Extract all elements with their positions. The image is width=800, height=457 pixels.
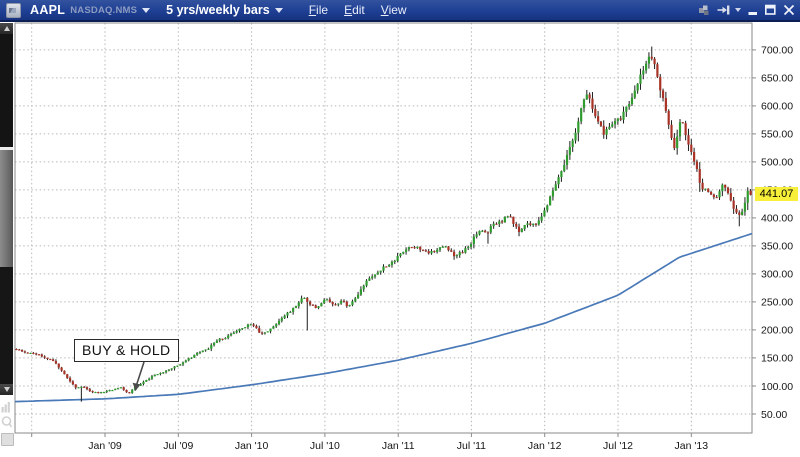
corner-chip-icon — [1, 433, 14, 446]
minimize-button[interactable] — [748, 2, 758, 18]
workspace-icon[interactable] — [698, 2, 710, 18]
pin-caret-icon[interactable] — [735, 8, 741, 12]
toolbar: AAPL NASDAQ.NMS 5 yrs/weekly bars File E… — [0, 0, 800, 22]
x-tick-label: Jul '12 — [603, 440, 633, 452]
x-tick-label: Jan '12 — [528, 440, 562, 452]
scroll-up-icon — [3, 26, 10, 31]
y-axis-labels: 50.00 100.00 150.00 200.00 250.00 300.00 350.0… — [752, 45, 793, 421]
chart-window-icon — [6, 2, 21, 18]
scroll-up-button[interactable] — [0, 23, 13, 34]
symbol-label: AAPL — [30, 3, 66, 17]
menu-edit[interactable]: Edit — [344, 3, 365, 17]
scrollbar-track-lower[interactable] — [0, 267, 13, 384]
y-tick-label: 300.00 — [761, 269, 793, 281]
menu-file[interactable]: File — [308, 3, 329, 17]
close-icon[interactable] — [783, 2, 795, 18]
circle-glyph-icon — [1, 415, 13, 434]
plot-border — [14, 22, 753, 434]
y-tick-label: 250.00 — [761, 297, 793, 309]
last-price-tag: 441.07 — [755, 187, 798, 201]
y-tick-label: 650.00 — [761, 73, 793, 85]
y-tick-label: 600.00 — [761, 101, 793, 113]
vertical-scrollbar — [0, 23, 13, 395]
y-tick-label: 550.00 — [761, 129, 793, 141]
x-axis-labels: Jan '09 Jul '09 Jan '10 Jul '10 Jan '11 Jul '… — [31, 433, 709, 452]
window-controls — [691, 0, 795, 20]
y-tick-label: 200.00 — [761, 325, 793, 337]
period-caret-icon — [274, 7, 283, 13]
y-tick-label: 500.00 — [761, 157, 793, 169]
scroll-down-button[interactable] — [0, 384, 13, 395]
x-tick-label: Jan '11 — [382, 440, 415, 452]
x-tick-label: Jul '10 — [310, 440, 340, 452]
scrollbar-thumb[interactable] — [0, 150, 13, 267]
y-tick-label: 150.00 — [761, 353, 793, 365]
annotation-arrow — [132, 361, 145, 391]
scroll-down-icon — [3, 387, 10, 392]
period-label: 5 yrs/weekly bars — [166, 3, 270, 17]
x-tick-label: Jan '10 — [235, 440, 269, 452]
buy-hold-annotation[interactable]: BUY & HOLD — [74, 339, 179, 362]
symbol-selector[interactable]: AAPL NASDAQ.NMS — [30, 3, 151, 17]
maximize-button[interactable] — [765, 2, 776, 18]
scrollbar-notch — [0, 147, 13, 150]
scrollbar-track-upper[interactable] — [0, 34, 13, 147]
y-tick-label: 350.00 — [761, 241, 793, 253]
y-tick-label: 100.00 — [761, 381, 793, 393]
y-tick-label: 400.00 — [761, 213, 793, 225]
y-tick-label: 50.00 — [761, 409, 787, 421]
moving-average-line — [14, 232, 753, 403]
period-selector[interactable]: 5 yrs/weekly bars — [166, 3, 283, 17]
pin-icon[interactable] — [717, 2, 732, 18]
y-tick-label: 700.00 — [761, 45, 793, 57]
exchange-label: NASDAQ.NMS — [70, 4, 138, 16]
menu-view[interactable]: View — [380, 3, 407, 17]
x-tick-label: Jul '11 — [457, 440, 486, 452]
menu-bar: File Edit View — [301, 1, 415, 19]
x-tick-label: Jan '09 — [88, 440, 122, 452]
x-tick-label: Jan '13 — [675, 440, 709, 452]
symbol-caret-icon — [142, 7, 151, 13]
gridlines — [15, 23, 752, 433]
x-tick-label: Jul '09 — [163, 440, 193, 452]
candlesticks — [15, 46, 752, 402]
mini-chart-icon — [1, 400, 12, 418]
